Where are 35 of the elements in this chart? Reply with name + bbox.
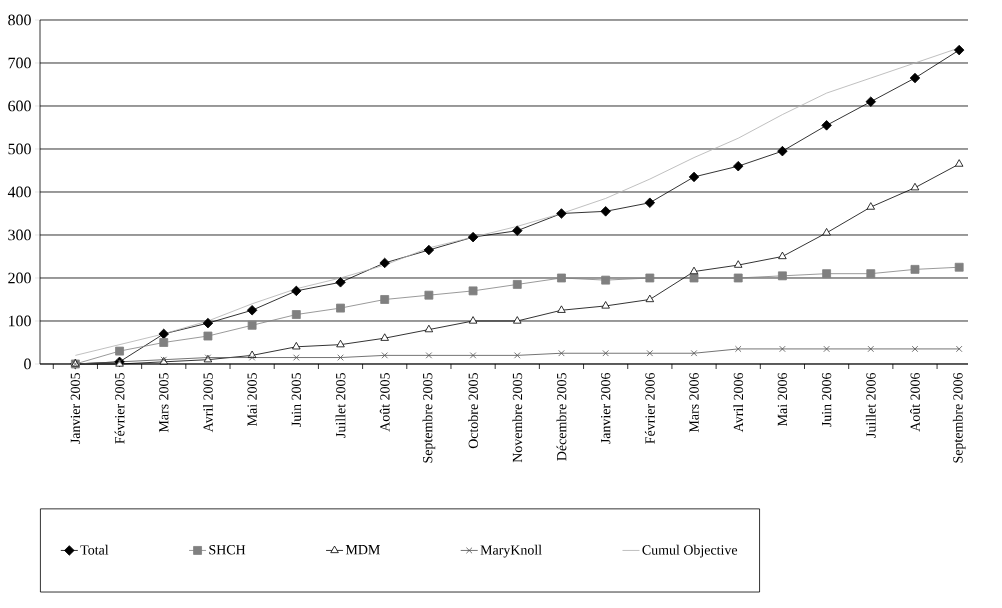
y-tick-label: 700 <box>8 57 31 69</box>
x-tick-label: Juillet 2005 <box>335 373 346 438</box>
x-tick-label: Janvier 2005 <box>70 373 81 444</box>
x-tick-label: Septembre 2006 <box>952 372 966 463</box>
legend-label: MaryKnoll <box>480 544 542 558</box>
legend-label: SHCH <box>209 545 246 555</box>
x-tick-label: Juin 2005 <box>291 373 302 427</box>
legend-label: MDM <box>345 545 380 555</box>
x-tick-label: Juillet 2006 <box>865 372 876 438</box>
y-tick-label: 300 <box>8 229 31 241</box>
y-tick-label: 500 <box>8 143 31 155</box>
x-tick-label: Juin 2006 <box>821 372 832 427</box>
x-tick-label: Janvier 2006 <box>600 372 611 444</box>
y-tick-label: 600 <box>8 100 31 112</box>
x-tick-label: Décembre 2005 <box>556 373 567 461</box>
y-tick-label: 800 <box>8 14 31 26</box>
x-tick-label: Février 2005 <box>114 373 125 444</box>
x-tick-label: Septembre 2005 <box>422 373 436 463</box>
x-tick-label: Août 2006 <box>910 372 920 432</box>
y-tick-label: 200 <box>8 272 31 284</box>
y-tick-label: 400 <box>7 186 31 198</box>
x-tick-label: Février 2006 <box>644 372 655 444</box>
y-tick-label: 0 <box>24 358 31 370</box>
x-tick-label: Août 2005 <box>379 373 390 432</box>
x-tick-label: Octobre 2005 <box>468 373 478 449</box>
legend-label: Cumul Objective <box>642 544 738 558</box>
x-tick-label: Avril 2006 <box>733 372 744 433</box>
x-tick-label: Mai 2006 <box>777 372 788 426</box>
y-tick-label: 100 <box>8 315 31 327</box>
x-tick-label: Novembre 2005 <box>512 373 523 463</box>
legend-label: Total <box>80 544 109 555</box>
x-tick-label: Mars 2006 <box>689 372 699 433</box>
x-tick-label: Mars 2005 <box>159 373 169 433</box>
x-tick-label: Avril 2005 <box>203 373 213 433</box>
x-tick-label: Mai 2005 <box>247 373 257 426</box>
